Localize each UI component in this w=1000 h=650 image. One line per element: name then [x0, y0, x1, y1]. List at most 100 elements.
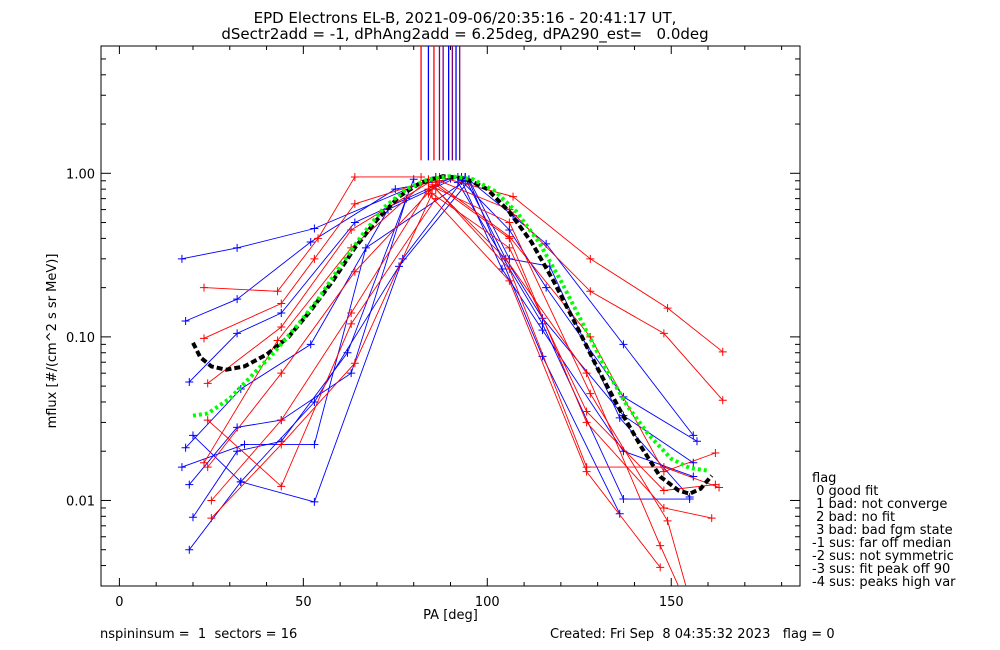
data-point — [582, 369, 591, 378]
data-point — [505, 234, 514, 243]
data-point — [310, 497, 319, 506]
data-point — [685, 495, 694, 504]
data-point — [310, 224, 319, 233]
data-point — [188, 513, 197, 522]
legend-item: 1 bad: not converge — [812, 497, 948, 512]
data-point — [185, 377, 194, 386]
series-line — [461, 180, 698, 442]
footer-left: nspininsum = 1 sectors = 16 — [100, 627, 298, 642]
data-point — [177, 463, 186, 472]
data-point — [659, 503, 668, 512]
data-point — [689, 431, 698, 440]
data-point — [200, 458, 209, 467]
data-point — [200, 334, 209, 343]
fit-curve — [192, 174, 709, 473]
data-point — [542, 283, 551, 292]
y-axis-label: mflux [#/(cm^2 s sr MeV)] — [45, 254, 60, 429]
data-point — [277, 322, 286, 331]
data-point — [689, 458, 698, 467]
data-point — [177, 254, 186, 263]
series-line — [211, 188, 429, 501]
data-point — [310, 440, 319, 449]
series-line — [188, 177, 451, 383]
x-axis-label: PA [deg] — [423, 608, 478, 623]
data-point — [582, 407, 591, 416]
data-point — [277, 482, 286, 491]
series-line — [457, 182, 690, 500]
data-point — [306, 238, 315, 247]
data-point — [619, 495, 628, 504]
data-point — [505, 243, 514, 252]
data-point — [417, 172, 426, 181]
data-point — [656, 563, 665, 572]
y-tick-label: 1.00 — [66, 167, 95, 182]
y-tick-label: 0.10 — [66, 331, 95, 346]
data-point — [240, 440, 249, 449]
data-point — [181, 443, 190, 452]
data-point — [350, 199, 359, 208]
series-line — [207, 178, 437, 384]
data-point — [233, 295, 242, 304]
chart-subtitle: dSectr2add = -1, dPhAng2add = 6.25deg, d… — [221, 25, 709, 43]
series-line — [192, 179, 415, 518]
legend-item: 2 bad: no fit — [812, 510, 896, 525]
data-point — [188, 431, 197, 440]
data-point — [711, 480, 720, 489]
series-line — [428, 190, 716, 491]
legend-item: -2 sus: not symmetric — [812, 549, 954, 564]
series-line — [439, 180, 724, 401]
x-tick-label: 50 — [295, 595, 312, 610]
data-point — [306, 340, 315, 349]
data-point — [236, 477, 245, 486]
data-point — [350, 359, 359, 368]
data-point — [582, 467, 591, 476]
data-point — [273, 336, 282, 345]
data-point — [350, 267, 359, 276]
data-point — [707, 514, 716, 523]
data-point — [431, 180, 440, 189]
series-line — [207, 198, 437, 488]
data-point — [277, 308, 286, 317]
data-point — [615, 509, 624, 518]
data-point — [310, 254, 319, 263]
series-line — [203, 178, 429, 464]
data-point — [505, 218, 514, 227]
data-point — [498, 264, 507, 273]
data-point — [273, 287, 282, 296]
data-point — [619, 340, 628, 349]
data-point — [350, 172, 359, 181]
data-point — [659, 463, 668, 472]
data-point — [692, 437, 701, 446]
series-line — [431, 184, 720, 488]
data-point — [233, 329, 242, 338]
data-point — [347, 369, 356, 378]
data-point — [718, 396, 727, 405]
data-point — [200, 283, 209, 292]
data-point — [203, 416, 212, 425]
data-point — [347, 319, 356, 328]
legend-title: flag — [812, 471, 837, 486]
data-point — [582, 418, 591, 427]
data-point — [207, 514, 216, 523]
data-point — [233, 447, 242, 456]
data-point — [509, 192, 518, 201]
data-point — [347, 308, 356, 317]
series-line — [431, 186, 687, 586]
legend-item: -1 sus: far off median — [812, 536, 952, 551]
data-point — [350, 218, 359, 227]
data-point — [501, 254, 510, 263]
data-point — [586, 287, 595, 296]
x-tick-label: 150 — [659, 595, 684, 610]
data-point — [361, 243, 370, 252]
series-line — [181, 180, 466, 468]
plot-area — [177, 46, 727, 586]
series-line — [207, 184, 437, 468]
data-point — [314, 234, 323, 243]
data-point — [347, 226, 356, 235]
data-point — [663, 516, 672, 525]
data-point — [663, 304, 672, 313]
data-point — [181, 317, 190, 326]
data-point — [424, 186, 433, 195]
series-line — [188, 198, 407, 485]
series-line — [185, 176, 459, 449]
